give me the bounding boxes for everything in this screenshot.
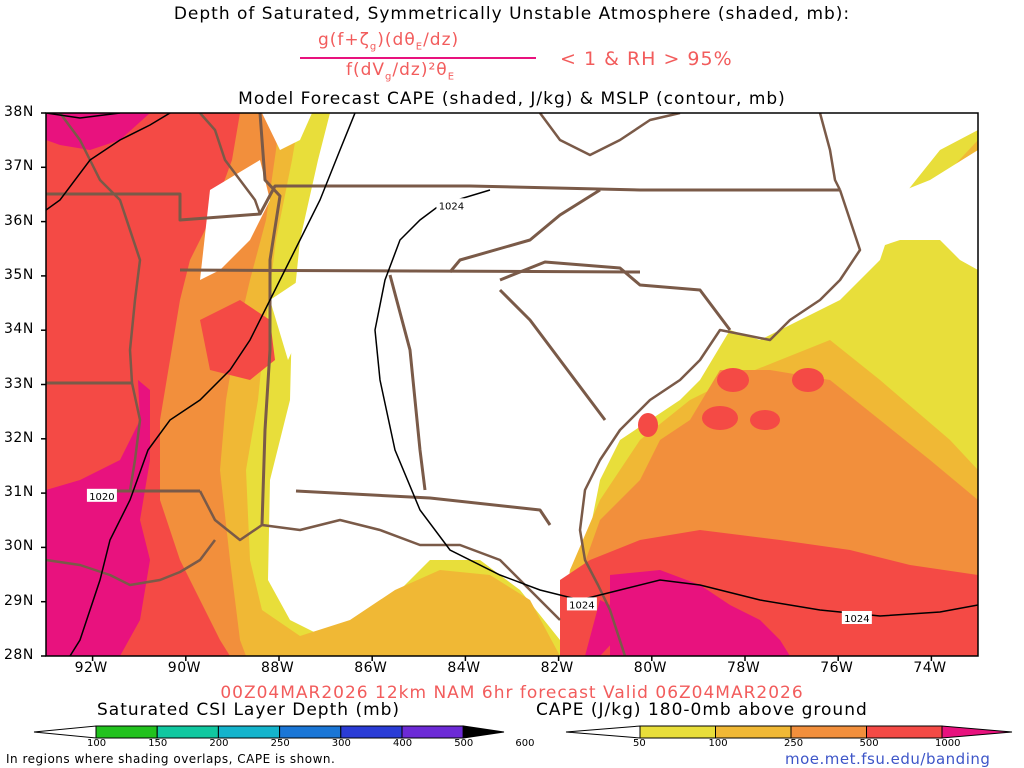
cape-500-blob-5 <box>638 413 658 437</box>
csi-tick-300: 300 <box>331 738 351 749</box>
lon-label-92w: 92W <box>74 660 108 676</box>
clear-gap-1 <box>200 160 270 280</box>
lat-label-33n: 33N <box>4 375 34 392</box>
clear-gap-3 <box>262 113 312 150</box>
lon-label-80w: 80W <box>633 660 667 676</box>
lon-label-88w: 88W <box>261 660 295 676</box>
csi-colorbar <box>33 725 505 739</box>
formula-denominator: f(dVg/dz)²θE <box>346 60 456 83</box>
cape-tick-100: 100 <box>708 738 728 749</box>
cape-500-blob-3 <box>702 406 738 430</box>
cape-1000-west-top <box>46 113 150 150</box>
lat-label-38n: 38N <box>4 104 34 120</box>
state-borders <box>46 113 840 526</box>
cape-bar-arrow-high <box>941 725 1013 739</box>
csi-tick-600: 600 <box>515 738 535 749</box>
csi-tick-200: 200 <box>209 738 229 749</box>
isobar-label-text: 1024 <box>569 600 594 611</box>
cape-tick-500: 500 <box>859 738 879 749</box>
isobar-labels: 1024 1020 1024 1024 <box>86 198 872 625</box>
csi-tick-500: 500 <box>454 738 474 749</box>
overlap-note: In regions where shading overlaps, CAPE … <box>6 752 336 766</box>
cape-colorbar <box>565 725 1013 739</box>
lat-label-28n: 28N <box>4 647 34 663</box>
cape-bar-arrow-low <box>565 725 641 739</box>
csi-bar-segment <box>401 725 464 739</box>
cape-500-west-blob <box>200 300 275 380</box>
lon-label-76w: 76W <box>820 660 854 676</box>
csi-bar-segment <box>156 725 219 739</box>
csi-tick-250: 250 <box>270 738 290 749</box>
cape-500-blob-1 <box>717 368 749 392</box>
coastline <box>46 113 862 656</box>
credit-link[interactable]: moe.met.fsu.edu/banding <box>785 750 991 768</box>
lat-label-30n: 30N <box>4 538 34 555</box>
csi-tick-100: 100 <box>87 738 107 749</box>
isobar-label: 1024 <box>436 198 467 212</box>
lon-label-90w: 90W <box>167 660 201 676</box>
isobar-label: 1024 <box>841 610 872 625</box>
valid-time-line: 00Z04MAR2026 12km NAM 6hr forecast Valid… <box>220 683 804 703</box>
cape-500-blob-2 <box>792 368 824 392</box>
lon-label-74w: 74W <box>913 660 947 676</box>
isobar-label: 1024 <box>566 597 597 611</box>
cape-tick-250: 250 <box>784 738 804 749</box>
cape-tick-1000: 1000 <box>935 738 961 749</box>
cape-1000-east <box>610 570 790 656</box>
lat-label-32n: 32N <box>4 429 34 446</box>
cape-bar-segment <box>866 725 943 739</box>
csi-bar-segment <box>217 725 281 739</box>
formula-numerator: g(f+ζg)(dθE/dz) <box>318 30 460 53</box>
csi-bar-segment <box>340 725 403 739</box>
colorbars <box>33 725 1013 739</box>
chart-title: Depth of Saturated, Symmetrically Unstab… <box>173 4 851 24</box>
lat-label-29n: 29N <box>4 592 34 609</box>
chart-subtitle: Model Forecast CAPE (shaded, J/kg) & MSL… <box>238 89 786 109</box>
lon-label-84w: 84W <box>447 660 481 676</box>
lat-label-31n: 31N <box>4 484 34 501</box>
csi-tick-400: 400 <box>393 738 413 749</box>
csi-bar-arrow-high <box>462 725 505 739</box>
formula-condition: < 1 & RH > 95% <box>560 48 733 70</box>
lat-label-37n: 37N <box>4 158 34 175</box>
csi-tick-150: 150 <box>148 738 168 749</box>
lat-label-34n: 34N <box>4 321 34 338</box>
cape-500-blob-4 <box>750 410 780 430</box>
isobar-label: 1020 <box>86 488 117 503</box>
fraction-bar <box>300 57 536 59</box>
cape-1000-west <box>46 380 150 656</box>
cape-bar-segment <box>639 725 716 739</box>
lon-ticks <box>91 656 933 661</box>
clear-gap-east <box>870 150 978 270</box>
csi-bar-segment <box>279 725 342 739</box>
isobars <box>46 113 978 656</box>
lon-label-86w: 86W <box>354 660 388 676</box>
lat-ticks <box>41 112 46 657</box>
clear-gap-2 <box>270 280 302 360</box>
cape-tick-50: 50 <box>633 738 646 749</box>
cape-colorbar-title: CAPE (J/kg) 180-0mb above ground <box>536 700 868 720</box>
csi-colorbar-title: Saturated CSI Layer Depth (mb) <box>97 700 401 720</box>
cape-bar-segment <box>715 725 792 739</box>
lon-label-82w: 82W <box>540 660 574 676</box>
isobar-label-text: 1024 <box>439 201 464 212</box>
lat-label-35n: 35N <box>4 266 34 283</box>
lat-label-36n: 36N <box>4 212 34 229</box>
csi-bar-arrow-low <box>33 725 97 739</box>
cape-bar-segment <box>790 725 867 739</box>
csi-bar-segment <box>95 725 158 739</box>
lon-label-78w: 78W <box>727 660 761 676</box>
isobar-label-text: 1020 <box>89 492 114 503</box>
isobar-label-text: 1024 <box>844 614 869 625</box>
